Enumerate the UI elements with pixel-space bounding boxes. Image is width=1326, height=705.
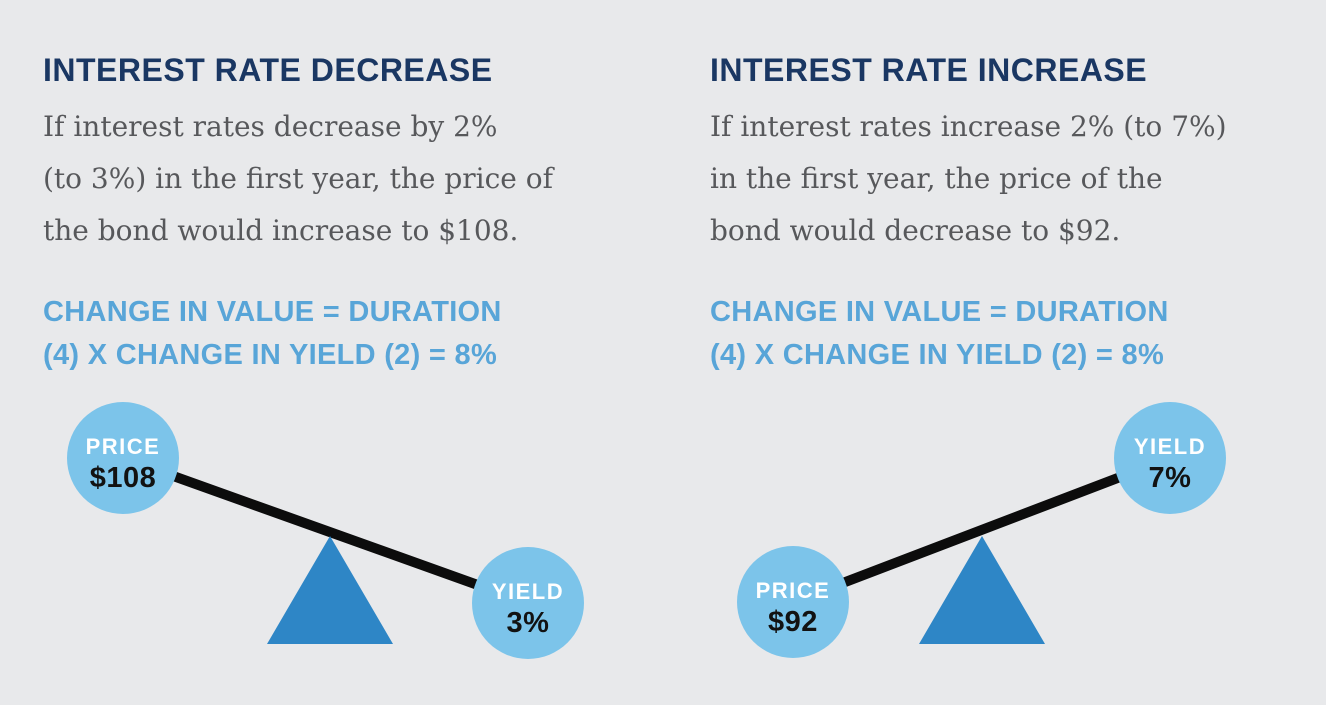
panel-title-decrease: INTEREST RATE DECREASE (43, 52, 493, 88)
formula-line: CHANGE IN VALUE = DURATION (710, 296, 1169, 328)
panel-description-decrease: If interest rates decrease by 2% (to 3%)… (43, 101, 553, 257)
yield-bubble: YIELD 7% (1114, 402, 1226, 514)
fulcrum-triangle (267, 536, 393, 644)
panel-interest-rate-decrease: INTEREST RATE DECREASE If interest rates… (43, 52, 584, 659)
description-line: If interest rates decrease by 2% (43, 110, 498, 143)
formula-line: (4) X CHANGE IN YIELD (2) = 8% (43, 339, 498, 371)
price-bubble-circle (737, 546, 849, 658)
yield-bubble-label: YIELD (492, 579, 564, 604)
price-bubble-value: $108 (90, 462, 157, 494)
panel-description-increase: If interest rates increase 2% (to 7%) in… (710, 101, 1227, 257)
panel-title-increase: INTEREST RATE INCREASE (710, 52, 1148, 88)
yield-bubble-circle (1114, 402, 1226, 514)
description-line: in the first year, the price of the (710, 162, 1163, 195)
description-line: bond would decrease to $92. (710, 214, 1121, 247)
price-bubble: PRICE $108 (67, 402, 179, 514)
seesaw-beam (788, 453, 1175, 607)
price-bubble-label: PRICE (756, 578, 831, 603)
price-bubble: PRICE $92 (737, 546, 849, 658)
panel-interest-rate-increase: INTEREST RATE INCREASE If interest rates… (663, 0, 1326, 705)
yield-bubble: YIELD 3% (472, 547, 584, 659)
seesaw-diagram-increase: PRICE $92 YIELD 7% (737, 402, 1226, 658)
yield-bubble-circle (472, 547, 584, 659)
yield-bubble-value: 3% (507, 607, 550, 639)
seesaw-diagram-decrease: PRICE $108 YIELD 3% (67, 402, 584, 659)
description-line: If interest rates increase 2% (to 7%) (710, 110, 1227, 143)
duration-formula-decrease: CHANGE IN VALUE = DURATION (4) X CHANGE … (43, 291, 502, 377)
price-bubble-label: PRICE (86, 434, 161, 459)
price-bubble-circle (67, 402, 179, 514)
formula-line: CHANGE IN VALUE = DURATION (43, 296, 502, 328)
fulcrum-triangle (919, 536, 1045, 644)
duration-formula-increase: CHANGE IN VALUE = DURATION (4) X CHANGE … (710, 291, 1169, 377)
formula-line: (4) X CHANGE IN YIELD (2) = 8% (710, 339, 1165, 371)
description-line: the bond would increase to $108. (43, 214, 519, 247)
description-line: (to 3%) in the first year, the price of (43, 162, 553, 195)
yield-bubble-label: YIELD (1134, 434, 1206, 459)
seesaw-beam (118, 453, 533, 608)
price-bubble-value: $92 (768, 606, 818, 638)
yield-bubble-value: 7% (1149, 462, 1192, 494)
